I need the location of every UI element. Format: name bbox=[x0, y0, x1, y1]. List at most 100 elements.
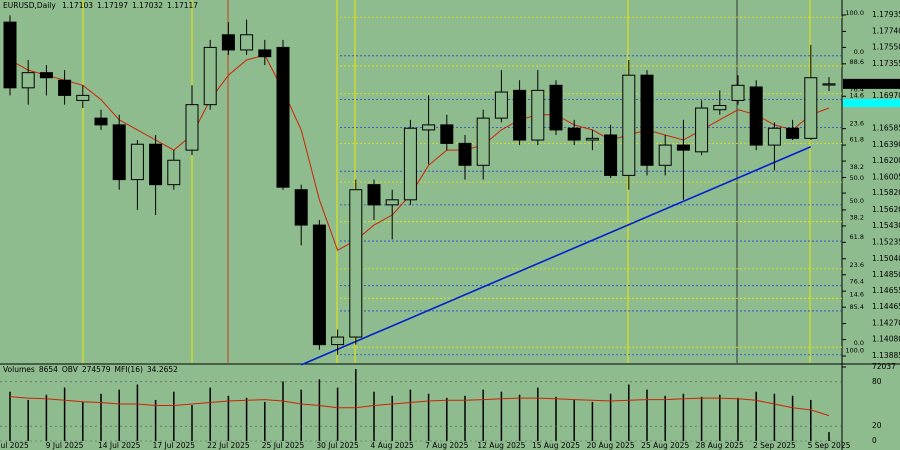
y-tick-label: 1.15040 bbox=[872, 254, 900, 263]
y-tick-label: 1.15620 bbox=[872, 205, 900, 214]
fib-label: 100.0 bbox=[845, 347, 864, 355]
y-tick-label: 1.15820 bbox=[872, 188, 900, 197]
candle-body bbox=[585, 137, 599, 141]
fib-label: 14.6 bbox=[850, 92, 864, 100]
y-tick-label: 1.16390 bbox=[872, 140, 900, 149]
fib-label: 38.2 bbox=[850, 214, 864, 222]
fib-label: 88.6 bbox=[850, 58, 864, 66]
candle-body bbox=[622, 74, 636, 176]
y-tick-label: 1.17935 bbox=[872, 10, 900, 19]
x-tick-label: 7 Aug 2025 bbox=[425, 441, 468, 450]
y-tick-label: 1.14270 bbox=[872, 319, 900, 328]
ohlc-value: 1.17032 bbox=[132, 1, 163, 10]
y-tick-label: 1.15235 bbox=[872, 237, 900, 246]
x-tick-label: 9 Jul 2025 bbox=[46, 441, 84, 450]
candle-body bbox=[367, 184, 381, 206]
candle-body bbox=[221, 34, 235, 51]
mfi-tick-label: 0 bbox=[872, 436, 877, 445]
candle-body bbox=[294, 189, 308, 226]
candle-body bbox=[658, 144, 672, 166]
candle-body bbox=[276, 46, 290, 188]
candle-body bbox=[804, 77, 818, 139]
fib-label: 0.0 bbox=[854, 339, 864, 347]
x-tick-label: 4 Aug 2025 bbox=[371, 441, 414, 450]
fib-label: 0.0 bbox=[854, 48, 864, 56]
x-tick-label: 25 Jul 2025 bbox=[262, 441, 305, 450]
ohlc-value: 1.17197 bbox=[97, 1, 128, 10]
candle-body bbox=[21, 72, 35, 89]
fib-label: 23.6 bbox=[850, 119, 864, 127]
y-tick-label: 1.14850 bbox=[872, 270, 900, 279]
candle-body bbox=[531, 89, 545, 141]
candle-body bbox=[203, 46, 217, 106]
fib-label: 76.4 bbox=[850, 86, 864, 94]
indicator-value: 274579 bbox=[82, 365, 111, 374]
y-tick-label: 1.17355 bbox=[872, 59, 900, 68]
candle-body bbox=[112, 124, 126, 181]
symbol-title: EURUSD,Daily bbox=[3, 1, 56, 10]
candle-body bbox=[567, 127, 581, 141]
candle-body bbox=[185, 104, 199, 151]
candle-body bbox=[695, 107, 709, 153]
candle-body bbox=[403, 127, 417, 201]
candle-body bbox=[240, 34, 254, 51]
ohlc-value: 1.17117 bbox=[167, 1, 198, 10]
y-tick-label: 1.17550 bbox=[872, 42, 900, 51]
candle-body bbox=[822, 83, 836, 86]
indicator-value: MFI(16) bbox=[115, 365, 143, 374]
mfi-line bbox=[9, 396, 830, 417]
x-tick-label: 5 Sep 2025 bbox=[808, 441, 851, 450]
indicator-value: OBV bbox=[62, 365, 79, 374]
candle-body bbox=[640, 74, 654, 166]
price-box bbox=[843, 78, 900, 89]
x-tick-label: 14 Jul 2025 bbox=[98, 441, 141, 450]
fib-label: 85.4 bbox=[850, 303, 864, 311]
x-tick-label: 15 Aug 2025 bbox=[532, 441, 580, 450]
fib-label: 50.0 bbox=[850, 197, 864, 205]
y-tick-label: 1.14465 bbox=[872, 302, 900, 311]
candle-body bbox=[749, 86, 763, 146]
mfi-tick-label: 20 bbox=[872, 421, 882, 430]
indicator-value: 8654 bbox=[39, 365, 58, 374]
x-tick-label: 25 Aug 2025 bbox=[641, 441, 689, 450]
candle-body bbox=[549, 84, 563, 131]
cyan-marker bbox=[843, 99, 900, 107]
candle-body bbox=[58, 79, 72, 96]
fib-label: 38.2 bbox=[850, 163, 864, 171]
y-tick-label: 1.16200 bbox=[872, 156, 900, 165]
volume-tick-label: 72037 bbox=[872, 362, 896, 371]
x-tick-label: 20 Aug 2025 bbox=[587, 441, 635, 450]
moving-average bbox=[9, 54, 830, 252]
candle-body bbox=[258, 49, 272, 58]
candle-body bbox=[513, 89, 527, 141]
fib-label: 14.6 bbox=[850, 290, 864, 298]
candle-body bbox=[458, 142, 472, 166]
x-tick-label: 17 Jul 2025 bbox=[153, 441, 196, 450]
fib-label: 76.4 bbox=[850, 278, 864, 286]
y-tick-label: 1.16585 bbox=[872, 124, 900, 133]
y-tick-label: 1.15430 bbox=[872, 221, 900, 230]
candle-body bbox=[604, 134, 618, 176]
candle-body bbox=[349, 189, 363, 338]
x-tick-label: 28 Aug 2025 bbox=[696, 441, 744, 450]
fib-label: 61.8 bbox=[850, 135, 864, 143]
y-tick-label: 1.17740 bbox=[872, 26, 900, 35]
x-tick-label: 2 Sep 2025 bbox=[753, 441, 796, 450]
candle-body bbox=[676, 144, 690, 151]
price-label: 1.17117 bbox=[872, 79, 900, 88]
candle-body bbox=[713, 105, 727, 111]
candle-body bbox=[476, 117, 490, 166]
candle-body bbox=[94, 117, 108, 126]
candle-body bbox=[76, 94, 90, 101]
candle-body bbox=[385, 199, 399, 206]
candle-body bbox=[494, 91, 508, 119]
ohlc-value: 1.17103 bbox=[62, 1, 93, 10]
x-tick-label: 4 Jul 2025 bbox=[0, 441, 29, 450]
y-tick-label: 1.13885 bbox=[872, 351, 900, 360]
x-tick-label: 12 Aug 2025 bbox=[477, 441, 525, 450]
indicator-value: Volumes bbox=[3, 365, 35, 374]
y-tick-label: 1.16970 bbox=[872, 91, 900, 100]
candle-body bbox=[786, 127, 800, 139]
